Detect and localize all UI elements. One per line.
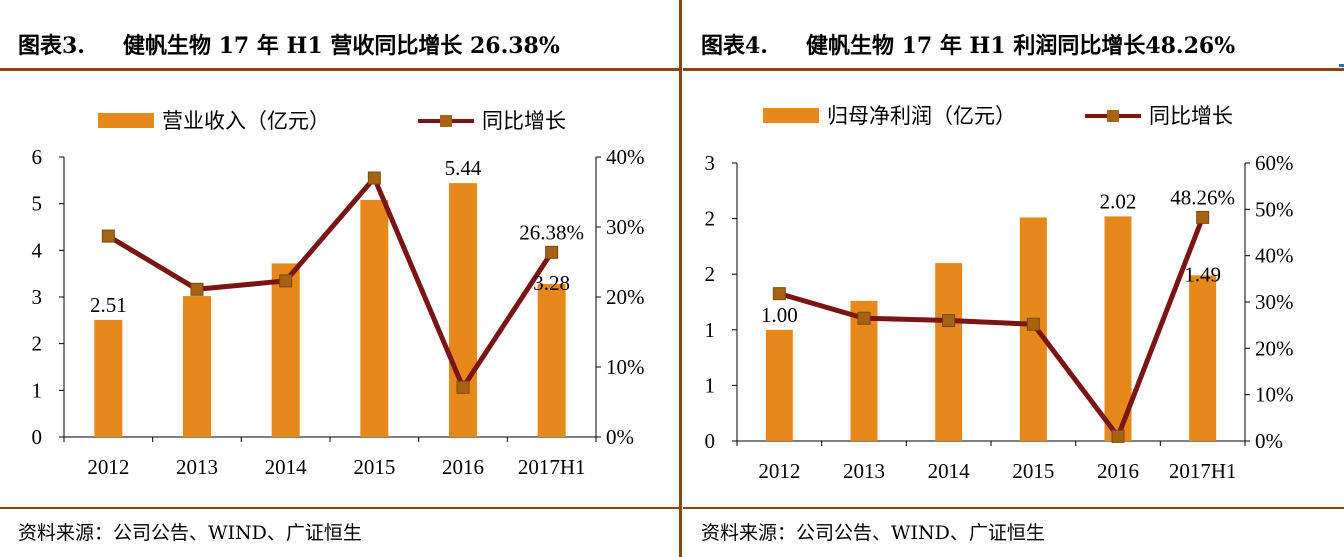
line-marker	[772, 287, 786, 301]
figure-panel-right: 图表4. 健帆生物 17 年 H1 利润同比增长48.26% 归母净利润（亿元） 同…	[683, 0, 1344, 557]
figure-title-text: 健帆生物 17 年 H1 利润同比增长48.26%	[805, 33, 1236, 59]
left-tick-label: 3	[705, 151, 716, 175]
x-tick-label: 2012	[87, 455, 129, 479]
bar-data-label: 1.00	[761, 303, 798, 327]
edge-accent	[1339, 64, 1344, 67]
figure-title-right: 图表4. 健帆生物 17 年 H1 利润同比增长48.26%	[701, 28, 1235, 60]
x-tick-label: 2015	[1012, 459, 1054, 483]
legend-bar-swatch	[98, 113, 154, 128]
line-marker	[367, 171, 381, 185]
line-marker	[1026, 317, 1040, 331]
legend-marker-swatch	[440, 115, 452, 127]
right-tick-label: 20%	[606, 285, 645, 309]
right-tick-label: 0%	[606, 425, 634, 449]
left-tick-label: 5	[32, 192, 43, 216]
growth-line	[107, 175, 554, 390]
right-tick-label: 10%	[1255, 383, 1294, 407]
bar	[449, 183, 477, 437]
figure-label: 图表4.	[701, 33, 768, 59]
left-tick-label: 1	[32, 378, 43, 402]
growth-line	[778, 216, 1205, 439]
left-tick-label: 0	[32, 425, 43, 449]
left-tick-label: 1	[705, 318, 716, 342]
figure-title-left: 图表3. 健帆生物 17 年 H1 营收同比增长 26.38%	[18, 28, 560, 60]
title-rule	[683, 68, 1344, 71]
left-tick-label: 2	[705, 262, 716, 286]
x-tick-label: 2012	[758, 459, 800, 483]
line-marker	[942, 314, 956, 328]
source-rule	[683, 507, 1344, 509]
right-tick-label: 30%	[1255, 290, 1294, 314]
left-tick-label: 3	[32, 285, 43, 309]
figure-panel-left: 图表3. 健帆生物 17 年 H1 营收同比增长 26.38% 营业收入（亿元） 同…	[0, 28, 680, 544]
bar-data-label: 2.02	[1100, 189, 1137, 213]
line-marker	[1111, 429, 1125, 443]
panel-divider	[679, 0, 682, 557]
bar-data-label: 3.28	[533, 271, 570, 295]
bar	[94, 319, 123, 437]
line-marker	[456, 380, 470, 394]
x-tick-label: 2014	[265, 455, 308, 479]
left-tick-label: 6	[32, 145, 43, 169]
bar	[537, 283, 566, 437]
legend-bar-label: 归母净利润（亿元）	[827, 104, 1016, 128]
title-rule	[0, 68, 680, 71]
line-data-label: 48.26%	[1170, 185, 1235, 209]
x-tick-label: 2016	[1097, 459, 1139, 483]
line-marker	[545, 245, 559, 259]
bar	[1189, 275, 1217, 441]
left-tick-label: 0	[705, 429, 716, 453]
legend-marker-swatch	[1107, 110, 1119, 122]
x-tick-label: 2014	[928, 459, 971, 483]
right-tick-label: 60%	[1255, 151, 1294, 175]
bar-data-label: 1.49	[1184, 262, 1221, 286]
legend-line-label: 同比增长	[482, 109, 566, 133]
bar	[360, 199, 389, 437]
right-tick-label: 0%	[1255, 429, 1283, 453]
line-marker	[279, 274, 293, 288]
x-tick-label: 2013	[843, 459, 885, 483]
bar-data-label: 5.44	[445, 156, 482, 180]
bar	[183, 296, 211, 437]
right-tick-label: 10%	[606, 355, 645, 379]
bar	[935, 263, 963, 441]
source-note-right: 资料来源：公司公告、WIND、广证恒生	[701, 522, 1045, 544]
line-marker	[857, 311, 871, 325]
source-note-left: 资料来源：公司公告、WIND、广证恒生	[18, 522, 362, 544]
x-tick-label: 2017H1	[518, 455, 586, 479]
legend-bar-swatch	[763, 108, 819, 123]
source-rule	[0, 507, 680, 509]
line-marker	[1196, 210, 1210, 224]
x-tick-label: 2016	[442, 455, 484, 479]
bar	[765, 329, 793, 441]
line-data-label: 26.38%	[519, 220, 584, 244]
x-tick-label: 2013	[176, 455, 218, 479]
bar-data-label: 2.51	[90, 293, 127, 317]
line-marker	[101, 229, 115, 243]
right-tick-label: 40%	[606, 145, 645, 169]
figure-title-text: 健帆生物 17 年 H1 营收同比增长 26.38%	[122, 33, 560, 59]
legend-bar-label: 营业收入（亿元）	[162, 109, 330, 133]
left-tick-label: 1	[705, 373, 716, 397]
left-tick-label: 4	[32, 238, 43, 262]
right-tick-label: 50%	[1255, 197, 1294, 221]
x-tick-label: 2015	[353, 455, 395, 479]
right-tick-label: 30%	[606, 215, 645, 239]
bar	[271, 263, 300, 437]
left-tick-label: 2	[705, 207, 716, 231]
x-tick-label: 2017H1	[1169, 459, 1237, 483]
bar	[1104, 216, 1132, 441]
chart-profit: 归母净利润（亿元） 同比增长0112230%10%20%30%40%50%60%2…	[705, 104, 1294, 483]
right-tick-label: 20%	[1255, 336, 1294, 360]
chart-revenue: 营业收入（亿元） 同比增长 0 1 2 3 4 5 6 0% 10% 20% 30% 40% 2012 201…	[32, 109, 645, 479]
line-marker	[190, 282, 204, 296]
legend-line-label: 同比增长	[1149, 104, 1233, 128]
right-tick-label: 40%	[1255, 244, 1294, 268]
left-tick-label: 2	[32, 332, 43, 356]
figure-label: 图表3.	[18, 33, 85, 59]
